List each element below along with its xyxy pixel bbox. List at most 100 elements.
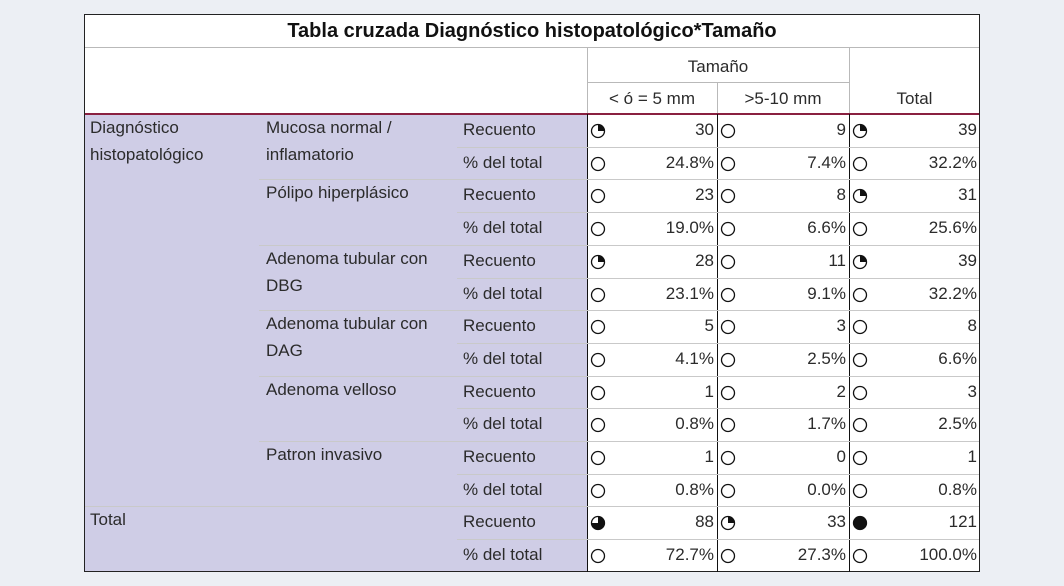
pie-glyph: [590, 352, 606, 368]
header-rule: [587, 82, 849, 83]
header-vline: [849, 47, 850, 114]
row-label: Adenoma tubular con DAG: [266, 314, 428, 361]
cell-value: 88: [695, 512, 714, 532]
cell-value: 0.8%: [675, 414, 714, 434]
pie-glyph: [852, 287, 868, 302]
header-vline: [717, 82, 718, 114]
row-rule: [259, 179, 979, 181]
cell-value: 100.0%: [919, 545, 977, 565]
pie-glyph: [852, 352, 868, 368]
stat-label: % del total: [463, 479, 543, 499]
row-rule: [259, 375, 979, 377]
pie-glyph: [720, 516, 736, 531]
pie-glyph: [852, 385, 868, 400]
cell-value: 1: [704, 447, 714, 466]
row-rule: [85, 506, 979, 508]
col-group-header: Tamaño: [687, 57, 749, 76]
cell-value: 8: [967, 316, 977, 336]
cell-value: 39: [958, 250, 977, 270]
cell-value: 1.7%: [807, 414, 846, 434]
cell-value: 1: [967, 447, 977, 466]
pie-glyph: [590, 385, 606, 400]
row-label: Adenoma velloso: [266, 379, 397, 399]
stat-label: Recuento: [463, 512, 536, 532]
table-title: Tabla cruzada Diagnóstico histopatológic…: [287, 20, 777, 42]
pie-glyph: [720, 156, 736, 171]
pie-glyph: [852, 450, 868, 466]
pie-glyph: [590, 287, 606, 302]
stat-label: Recuento: [463, 316, 536, 336]
cell-value: 11: [828, 250, 846, 270]
row-rule: [457, 408, 979, 410]
cell-value: 0.8%: [938, 479, 977, 499]
total-label: Total: [90, 510, 126, 530]
header-vline: [587, 47, 588, 114]
cell-value: 24.8%: [665, 152, 714, 172]
stat-label: % del total: [463, 283, 543, 303]
cell-value: 9.1%: [807, 283, 846, 303]
cell-value: 27.3%: [797, 545, 846, 565]
cell-value: 0: [836, 447, 846, 466]
pie-glyph: [590, 156, 606, 171]
pie-glyph: [852, 123, 868, 139]
row-rule: [259, 244, 979, 246]
pie-glyph: [590, 221, 606, 237]
pie-glyph: [852, 254, 868, 269]
cell-value: 4.1%: [675, 348, 714, 368]
pie-glyph: [590, 254, 606, 269]
cell-value: 6.6%: [938, 348, 977, 368]
row-label: Pólipo hiperplásico: [266, 183, 409, 203]
row-group-label: Diagnóstico histopatológico: [90, 118, 204, 164]
cell-value: 19.0%: [665, 218, 714, 238]
pie-glyph: [852, 483, 868, 498]
col-header: >5-10 mm: [744, 89, 822, 108]
cell-value: 3: [967, 381, 977, 401]
pie-glyph: [720, 385, 736, 400]
cell-value: 8: [836, 185, 846, 205]
cell-value: 23: [695, 185, 714, 205]
cell-value: 6.6%: [807, 218, 846, 238]
row-rule: [457, 212, 979, 214]
pie-glyph: [720, 418, 736, 433]
cell-value: 7.4%: [807, 152, 846, 172]
row-label: Patron invasivo: [266, 445, 383, 464]
cell-value: 2: [836, 381, 846, 401]
pie-glyph: [852, 320, 868, 335]
cell-value: 25.6%: [928, 218, 977, 238]
row-rule: [457, 473, 979, 475]
stat-label: Recuento: [463, 447, 536, 466]
cell-value: 2.5%: [807, 348, 846, 368]
cell-value: 5: [704, 316, 714, 336]
pie-glyph: [852, 418, 868, 433]
col-header: < ó = 5 mm: [609, 89, 695, 108]
pie-glyph: [720, 221, 736, 237]
stat-label: % del total: [463, 414, 543, 434]
cell-value: 72.7%: [665, 545, 714, 565]
row-rule: [259, 310, 979, 312]
pie-glyph: [720, 352, 736, 368]
pie-glyph: [720, 320, 736, 335]
pie-glyph: [590, 320, 606, 335]
cell-value: 0.0%: [807, 479, 846, 499]
pie-glyph: [852, 189, 868, 204]
pie-glyph: [720, 287, 736, 302]
pie-glyph: [720, 123, 736, 139]
cell-value: 3: [836, 316, 846, 336]
cell-value: 32.2%: [928, 283, 977, 303]
stat-label: % del total: [463, 348, 543, 368]
cell-value: 1: [704, 381, 714, 401]
stat-label: Recuento: [463, 381, 536, 401]
pie-glyph: [590, 418, 606, 433]
pie-glyph: [590, 189, 606, 204]
pie-glyph: [852, 221, 868, 237]
pie-glyph: [590, 516, 606, 531]
stat-label: Recuento: [463, 120, 536, 139]
cell-value: 31: [958, 185, 977, 205]
pie-glyph: [590, 123, 606, 139]
pie-glyph: [852, 548, 868, 564]
cell-value: 0.8%: [675, 479, 714, 499]
cell-value: 30: [695, 120, 714, 139]
row-rule: [259, 441, 979, 442]
pie-glyph: [720, 450, 736, 466]
